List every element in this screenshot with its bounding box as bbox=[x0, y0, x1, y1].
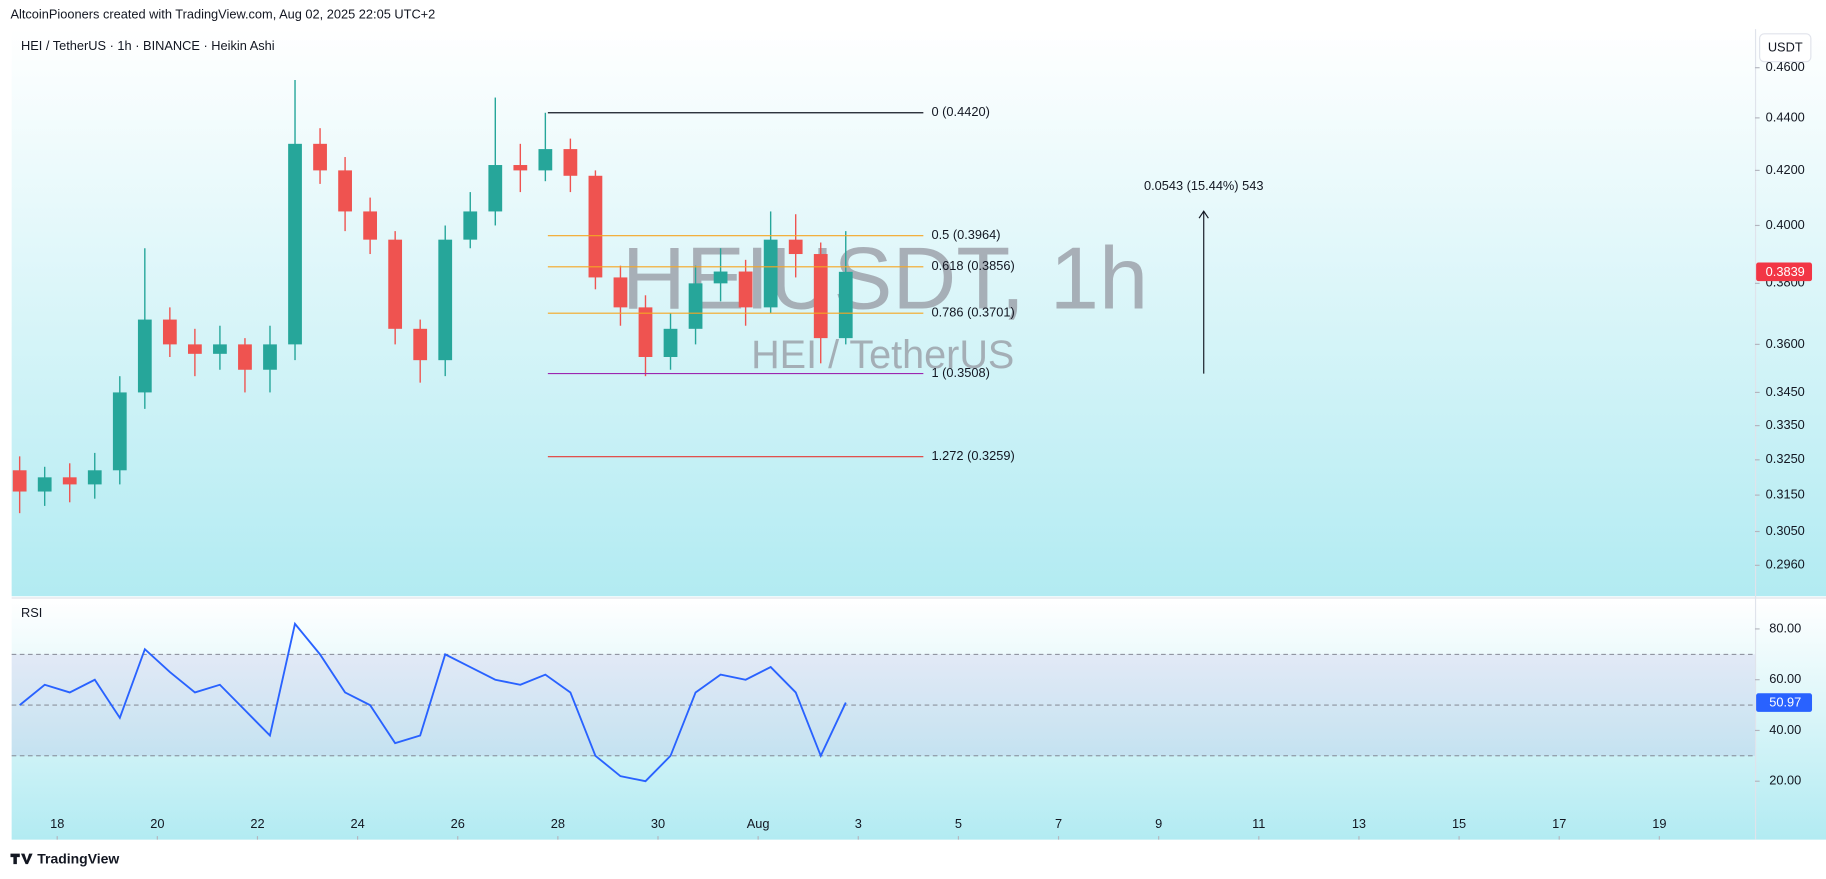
currency-button-text[interactable]: USDT bbox=[1768, 40, 1803, 55]
x-tick-label: 9 bbox=[1155, 816, 1162, 831]
candle-body bbox=[313, 143, 327, 171]
x-tick-label: 28 bbox=[551, 816, 565, 831]
fib-label: 1 (0.3508) bbox=[932, 365, 990, 380]
candle-body bbox=[62, 477, 77, 485]
fib-label: 1.272 (0.3259) bbox=[932, 448, 1015, 463]
candle-body bbox=[388, 239, 403, 329]
candle-body bbox=[263, 344, 277, 370]
candle-body bbox=[112, 392, 127, 471]
last-value-label: 0.3839 bbox=[1766, 264, 1805, 279]
candle-body bbox=[538, 149, 553, 171]
y-tick-label: 0.3050 bbox=[1766, 523, 1805, 538]
candle-body bbox=[488, 165, 503, 212]
candle-body bbox=[12, 470, 27, 492]
x-tick-label: 7 bbox=[1055, 816, 1062, 831]
last-value-tag bbox=[1756, 693, 1813, 712]
attribution: AltcoinPiooners created with TradingView… bbox=[10, 7, 435, 22]
rsi-title: RSI bbox=[21, 605, 42, 620]
logo-text: TradingView bbox=[37, 851, 119, 867]
candle-body bbox=[213, 344, 227, 354]
y-tick-label: 0.4400 bbox=[1766, 109, 1805, 124]
candle-body bbox=[413, 328, 428, 361]
symbol-title: HEI / TetherUS · 1h · BINANCE · Heikin A… bbox=[21, 38, 275, 53]
candle-body bbox=[763, 239, 778, 308]
x-tick-label: 22 bbox=[250, 816, 264, 831]
measure-label: 0.0543 (15.44%) 543 bbox=[1144, 178, 1264, 193]
candle-body bbox=[137, 319, 152, 393]
x-tick-label: 19 bbox=[1652, 816, 1666, 831]
x-tick-label: 26 bbox=[451, 816, 465, 831]
currency-button-bg[interactable] bbox=[1759, 33, 1812, 63]
y-tick-label: 0.4600 bbox=[1766, 59, 1805, 74]
x-tick-label: 20 bbox=[150, 816, 164, 831]
fib-label: 0.618 (0.3856) bbox=[932, 258, 1015, 273]
logo-mark bbox=[10, 853, 33, 865]
measure-arrowhead bbox=[1198, 210, 1209, 219]
fib-label: 0 (0.4420) bbox=[932, 104, 990, 119]
x-tick-label: 18 bbox=[50, 816, 64, 831]
candle-body bbox=[688, 283, 703, 329]
candle-body bbox=[588, 175, 603, 278]
y-tick-label: 0.3600 bbox=[1766, 336, 1805, 351]
watermark-name: HEI / TetherUS bbox=[751, 333, 1014, 377]
candle-body bbox=[663, 328, 678, 357]
y-tick-label: 0.4000 bbox=[1766, 217, 1805, 232]
rsi-pane bbox=[11, 599, 1826, 840]
y-tick-label: 0.3450 bbox=[1766, 384, 1805, 399]
y-tick-label: 0.3250 bbox=[1766, 451, 1805, 466]
candle-body bbox=[613, 277, 628, 308]
x-tick-label: 17 bbox=[1552, 816, 1566, 831]
footer-logo: TradingView bbox=[10, 851, 119, 867]
candle-body bbox=[638, 307, 653, 357]
candle-body bbox=[238, 344, 252, 370]
candle-body bbox=[788, 239, 803, 255]
candle-body bbox=[288, 143, 302, 345]
currency-button[interactable]: USDT bbox=[1759, 33, 1812, 63]
x-tick-label: 15 bbox=[1452, 816, 1466, 831]
y-tick-label: 0.3150 bbox=[1766, 486, 1805, 501]
y-tick-label: 40.00 bbox=[1769, 722, 1801, 737]
last-value-label: 50.97 bbox=[1769, 695, 1801, 710]
last-value-tag bbox=[1756, 262, 1813, 282]
candle-body bbox=[813, 254, 828, 339]
candle-body bbox=[463, 211, 478, 240]
x-tick-label: 30 bbox=[651, 816, 665, 831]
y-tick-label: 80.00 bbox=[1769, 620, 1801, 635]
candle-body bbox=[838, 271, 853, 339]
watermark-ticker: HEIUSDT, 1h bbox=[622, 229, 1148, 328]
candle-body bbox=[563, 149, 578, 176]
y-tick-label: 0.3350 bbox=[1766, 417, 1805, 432]
y-tick-label: 60.00 bbox=[1769, 671, 1801, 686]
rsi-line bbox=[19, 621, 847, 783]
candle-body bbox=[338, 170, 352, 212]
candle-body bbox=[87, 470, 102, 485]
x-tick-label: 24 bbox=[350, 816, 364, 831]
fib-label: 0.786 (0.3701) bbox=[932, 305, 1015, 320]
x-tick-label: Aug bbox=[747, 816, 770, 831]
candle-body bbox=[162, 319, 177, 345]
y-tick-label: 20.00 bbox=[1769, 773, 1801, 788]
x-tick-label: 5 bbox=[955, 816, 962, 831]
x-tick-label: 13 bbox=[1352, 816, 1366, 831]
candle-body bbox=[738, 271, 753, 308]
x-tick-label: 3 bbox=[855, 816, 862, 831]
x-tick-label: 11 bbox=[1252, 816, 1265, 831]
y-tick-label: 0.2960 bbox=[1766, 557, 1805, 572]
y-tick-label: 0.4200 bbox=[1766, 162, 1805, 177]
candle-body bbox=[513, 165, 528, 171]
candle-body bbox=[713, 271, 728, 284]
fib-label: 0.5 (0.3964) bbox=[932, 227, 1001, 242]
candle-body bbox=[363, 211, 378, 240]
candle-body bbox=[188, 344, 202, 354]
candle-body bbox=[438, 239, 453, 361]
candle-body bbox=[37, 477, 52, 492]
